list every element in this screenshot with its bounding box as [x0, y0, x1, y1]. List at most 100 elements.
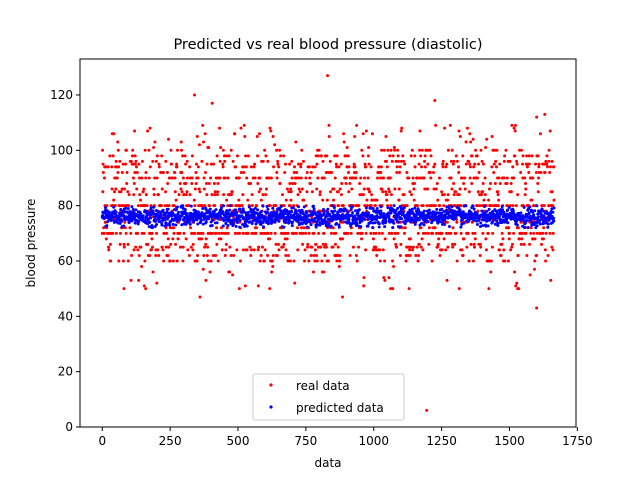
real-data-point: [243, 134, 247, 138]
real-data-point: [225, 198, 229, 202]
real-data-point: [322, 176, 326, 180]
real-data-point: [450, 187, 454, 191]
real-data-point: [304, 231, 308, 235]
real-data-point: [346, 154, 350, 158]
real-data-point: [264, 154, 268, 158]
real-data-point: [382, 148, 386, 152]
real-data-point: [224, 248, 228, 252]
real-data-point: [373, 204, 377, 208]
predicted-data-point: [541, 222, 545, 226]
real-data-point: [175, 165, 179, 169]
real-data-point: [152, 187, 156, 191]
predicted-data-point: [433, 214, 437, 218]
real-data-point: [358, 193, 362, 197]
real-data-point: [134, 165, 138, 169]
real-data-point: [249, 165, 253, 169]
real-data-point: [384, 190, 388, 194]
real-data-point: [261, 193, 265, 197]
real-data-point: [313, 165, 317, 169]
real-data-point: [220, 248, 224, 252]
real-data-point: [216, 259, 220, 263]
legend-marker-predicted-data: [269, 405, 273, 409]
real-data-point: [169, 162, 173, 166]
predicted-data-point: [158, 219, 162, 223]
predicted-data-point: [523, 225, 527, 229]
real-data-point: [455, 259, 459, 263]
real-data-point: [461, 253, 465, 257]
real-data-point: [295, 226, 299, 230]
real-data-point: [527, 170, 531, 174]
real-data-point: [387, 190, 391, 194]
real-data-point: [253, 162, 257, 166]
real-data-point: [545, 165, 549, 169]
real-data-point: [275, 176, 279, 180]
real-data-point: [390, 159, 394, 163]
real-data-point: [425, 408, 429, 412]
real-data-point: [460, 248, 464, 252]
predicted-data-point: [399, 225, 403, 229]
predicted-data-point: [521, 224, 525, 228]
real-data-point: [321, 198, 325, 202]
real-data-point: [174, 198, 178, 202]
real-data-point: [404, 259, 408, 263]
real-data-point: [505, 182, 509, 186]
real-data-point: [276, 242, 280, 246]
real-data-point: [452, 182, 456, 186]
predicted-data-point: [491, 220, 495, 224]
predicted-data-point: [147, 225, 151, 229]
predicted-data-point: [223, 218, 227, 222]
real-data-point: [387, 187, 391, 191]
real-data-point: [135, 170, 139, 174]
predicted-data-point: [507, 205, 511, 209]
y-tick-label: 0: [65, 420, 73, 434]
real-data-point: [277, 165, 281, 169]
real-data-point: [234, 165, 238, 169]
predicted-data-point: [153, 220, 157, 224]
real-data-point: [156, 193, 160, 197]
real-data-point: [336, 245, 340, 249]
real-data-point: [535, 306, 539, 310]
real-data-point: [487, 198, 491, 202]
predicted-data-point: [355, 222, 359, 226]
real-data-point: [268, 287, 272, 291]
real-data-point: [316, 154, 320, 158]
real-data-point: [106, 165, 110, 169]
predicted-data-point: [279, 204, 283, 208]
real-data-point: [475, 176, 479, 180]
real-data-point: [133, 129, 137, 133]
real-data-point: [312, 231, 316, 235]
real-data-point: [260, 231, 264, 235]
real-data-point: [193, 187, 197, 191]
y-tick-label: 120: [50, 88, 73, 102]
real-data-point: [204, 242, 208, 246]
real-data-point: [155, 231, 159, 235]
real-data-point: [223, 253, 227, 257]
real-data-point: [120, 170, 124, 174]
real-data-point: [364, 231, 368, 235]
real-data-point: [146, 242, 150, 246]
real-data-point: [376, 176, 380, 180]
predicted-data-point: [235, 220, 239, 224]
real-data-point: [178, 182, 182, 186]
real-data-point: [166, 253, 170, 257]
real-data-point: [225, 226, 229, 230]
real-data-point: [552, 165, 556, 169]
real-data-point: [245, 176, 249, 180]
real-data-point: [241, 231, 245, 235]
predicted-data-point: [346, 211, 350, 215]
predicted-data-point: [312, 207, 316, 211]
real-data-point: [408, 190, 412, 194]
real-data-point: [354, 253, 358, 257]
real-data-point: [132, 248, 136, 252]
real-data-point: [171, 237, 175, 241]
real-data-point: [410, 148, 414, 152]
real-data-point: [359, 176, 363, 180]
real-data-point: [175, 259, 179, 263]
real-data-point: [361, 154, 365, 158]
real-data-point: [202, 140, 206, 144]
real-data-point: [271, 265, 275, 269]
real-data-point: [312, 253, 316, 257]
real-data-point: [493, 182, 497, 186]
real-data-point: [494, 165, 498, 169]
